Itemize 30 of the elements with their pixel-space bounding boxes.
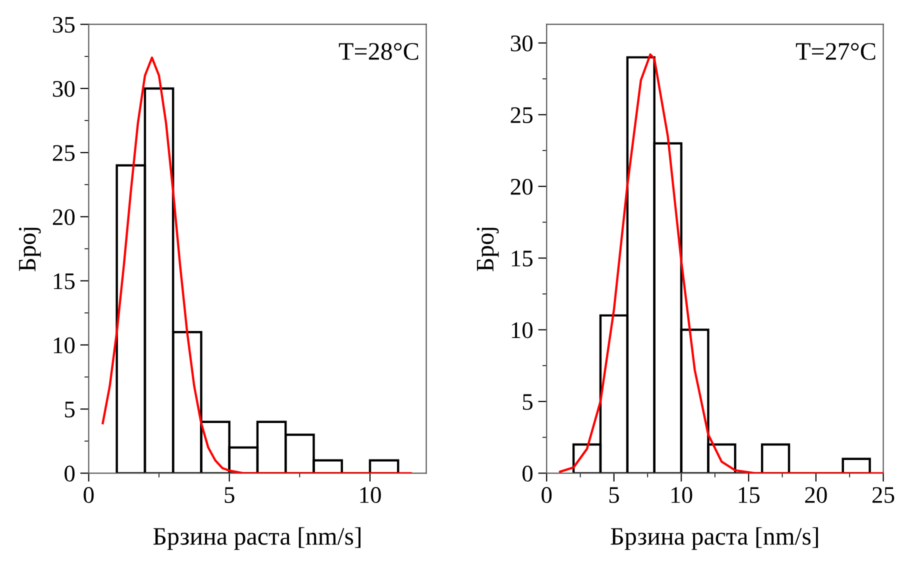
y-tick-label: 20 [52, 209, 75, 226]
y-tick-label: 20 [510, 178, 533, 195]
y-tick-label: 15 [512, 250, 533, 266]
y-axis-title: Број [476, 228, 499, 272]
x-axis-title: Брзина раста [nm/s] [153, 527, 360, 550]
x-tick-label: 10 [360, 487, 381, 503]
y-tick-label: 25 [510, 107, 533, 124]
x-tick-label: 0 [84, 487, 94, 503]
x-tick-label: 10 [672, 487, 692, 503]
y-tick-label: 0 [64, 466, 75, 482]
x-tick-label: 15 [738, 487, 760, 503]
y-tick-label: 10 [512, 322, 533, 338]
x-tick-label: 20 [805, 487, 827, 503]
y-tick-label: 10 [54, 337, 75, 354]
y-tick-label: 25 [52, 145, 75, 161]
y-tick-label: 0 [522, 466, 533, 482]
x-tick-label: 25 [872, 487, 894, 503]
y-axis-title: Број [18, 228, 41, 272]
y-tick-label: 5 [65, 402, 75, 418]
y-tick-label: 15 [54, 273, 75, 290]
x-tick-label: 5 [609, 487, 619, 503]
x-axis-title: Брзина раста [nm/s] [610, 527, 818, 550]
y-tick-label: 30 [53, 80, 75, 97]
y-tick-label: 5 [522, 394, 533, 410]
annotation: T=28°C [338, 43, 418, 60]
x-tick-label: 0 [542, 487, 552, 503]
annotation: T=27°C [796, 43, 876, 60]
y-tick-label: 35 [53, 16, 75, 33]
y-tick-label: 30 [510, 35, 533, 52]
x-tick-label: 5 [224, 487, 234, 503]
